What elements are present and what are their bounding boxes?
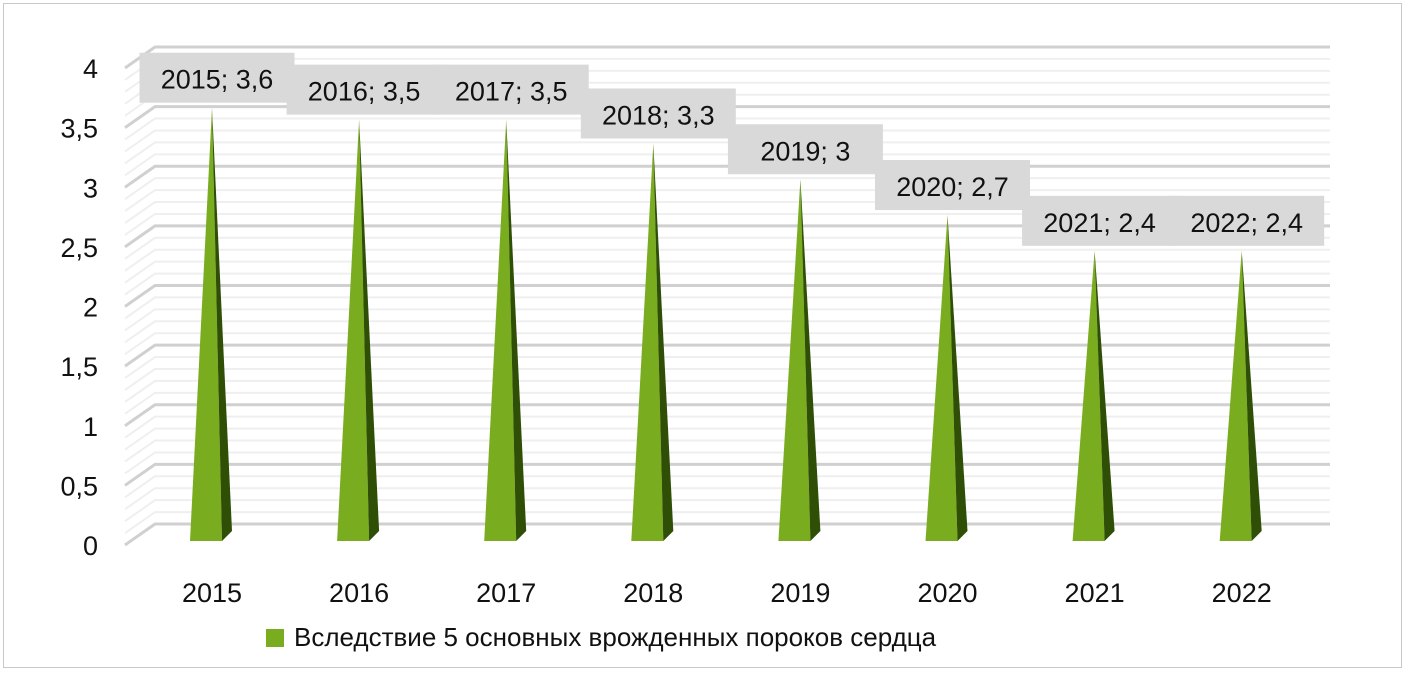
x-tick-label: 2015 [182,578,242,608]
data-label-box [580,88,736,139]
bar-pyramid-front [1219,250,1252,542]
bar-pyramid-front [631,143,664,541]
y-tick-label: 4 [83,54,98,84]
chart-frame [3,3,1402,668]
data-label: 2022; 2,4 [1190,208,1303,238]
bar-pyramid-front [190,107,222,541]
data-label-box [875,160,1030,211]
gridline-minor [124,379,1330,403]
y-tick-label: 2 [83,293,98,323]
bar-pyramid-side [506,119,527,541]
bar-pyramid-side [653,143,674,541]
y-tick-label: 2,5 [60,233,98,263]
gridline-major [124,522,1330,547]
legend-label: Вследствие 5 основных врожденных пороков… [294,622,937,652]
gridline-major [124,105,1330,129]
gridline-major [124,343,1330,368]
bar-pyramid-side [800,179,821,541]
bar-pyramid-front [1072,250,1105,542]
bar-pyramid-front [337,119,370,541]
gridline-major [124,462,1330,487]
gridline-minor [124,272,1330,296]
gridline-minor [124,260,1330,284]
y-tick-label: 3,5 [60,114,98,144]
y-tick-label: 1,5 [60,352,98,382]
y-tick-label: 0 [83,531,98,561]
x-tick-label: 2018 [623,578,683,608]
data-label-box [727,124,883,175]
gridline-minor [124,212,1330,236]
gridline-minor [124,129,1330,153]
data-label: 2015; 3,6 [161,65,274,95]
x-tick-label: 2019 [770,578,830,608]
gridline-minor [124,320,1330,344]
y-tick-label: 1 [83,412,98,442]
gridline-minor [124,308,1330,332]
data-label-box [286,64,442,115]
gridline-minor [124,439,1330,463]
x-tick-label: 2020 [917,578,977,608]
gridline-minor [124,296,1330,320]
y-tick-label: 0,5 [60,471,98,501]
gridline-minor [124,248,1330,272]
data-label-box [433,64,589,115]
gridline-minor [124,141,1330,165]
x-tick-label: 2021 [1065,578,1125,608]
data-label: 2021; 2,4 [1043,208,1156,238]
data-label-box [139,52,295,103]
gridline-major [124,164,1330,189]
gridline-minor [124,236,1330,260]
data-label: 2019; 3 [760,136,850,166]
gridline-minor [124,487,1330,511]
gridline-minor [124,356,1330,379]
gridline-minor [124,427,1330,451]
bar-pyramid-side [1094,250,1115,542]
bar-pyramid-side [947,215,968,541]
gridline-minor [124,117,1330,141]
data-label-box [1022,195,1178,246]
gridline-minor [124,153,1330,177]
data-label: 2016; 3,5 [308,77,421,107]
gridline-major [124,284,1330,308]
bar-pyramid-front [484,119,517,541]
gridline-minor [124,415,1330,439]
bar-pyramid-front [778,179,811,541]
x-tick-label: 2016 [329,578,389,608]
legend: Вследствие 5 основных врожденных пороков… [266,622,936,653]
bar-pyramid-side [212,107,232,541]
bar-pyramid-side [1241,250,1262,542]
bar-pyramid-front [925,215,958,541]
gridline-minor [124,367,1330,391]
data-label: 2020; 2,7 [896,172,1009,202]
gridline-major [124,403,1330,427]
bar-pyramid-side [359,119,380,541]
gridline-major [124,224,1330,249]
y-tick-label: 3 [83,173,98,203]
legend-swatch [266,628,284,647]
x-tick-label: 2022 [1212,578,1272,608]
gridline-major [124,45,1330,70]
gridline-minor [124,332,1330,356]
x-tick-label: 2017 [476,578,536,608]
data-label: 2017; 3,5 [455,77,568,107]
gridline-minor [124,475,1330,499]
gridline-minor [124,499,1330,522]
data-label-box [1169,195,1325,246]
data-label: 2018; 3,3 [602,100,715,130]
